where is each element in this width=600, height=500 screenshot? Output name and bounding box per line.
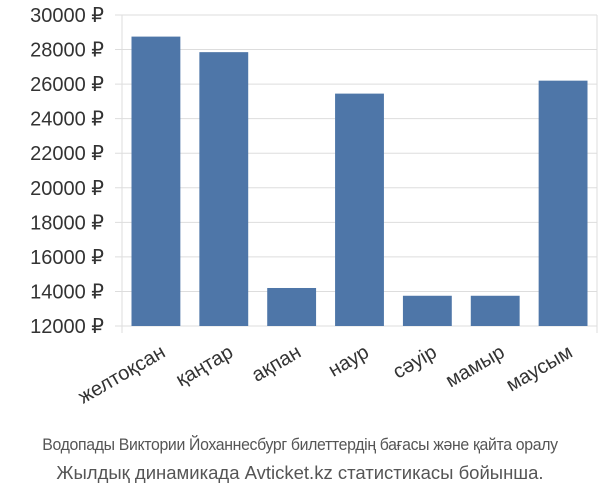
y-tick-label: 24000 ₽ [30,109,104,131]
y-axis-tick-labels: 12000 ₽ 14000 ₽ 16000 ₽ 18000 ₽ 20000 ₽ 22000… [30,5,104,338]
bar [131,36,181,326]
chart-caption-line-2: Жылдық динамикада Avticket.kz статистика… [56,462,544,483]
bar [267,287,317,326]
y-tick-label: 16000 ₽ [30,247,104,269]
y-tick-label: 18000 ₽ [30,212,104,234]
y-tick-label: 30000 ₽ [30,5,104,27]
y-tick-label: 20000 ₽ [30,178,104,200]
x-tick-label: маусым [503,341,577,396]
y-tick-label: 28000 ₽ [30,40,104,62]
bar [199,52,249,327]
x-tick-label: наур [325,341,373,381]
y-tick-label: 14000 ₽ [30,281,104,303]
bars [131,36,588,327]
y-tick-label: 22000 ₽ [30,143,104,165]
x-tick-label: сәуір [389,341,440,383]
x-tick-label: қаңтар [172,341,237,391]
x-tick-label: ақпан [248,341,305,386]
chart-caption-line-1: Водопады Виктории Йоханнесбург билеттерд… [42,436,558,454]
x-tick-label: мамыр [442,341,509,392]
bar [470,295,520,326]
bar [402,295,452,326]
bar [538,80,588,327]
x-tick-label: желтоқсан [75,341,170,408]
y-tick-label: 26000 ₽ [30,74,104,96]
y-tick-label: 12000 ₽ [30,316,104,338]
bar [335,93,384,326]
